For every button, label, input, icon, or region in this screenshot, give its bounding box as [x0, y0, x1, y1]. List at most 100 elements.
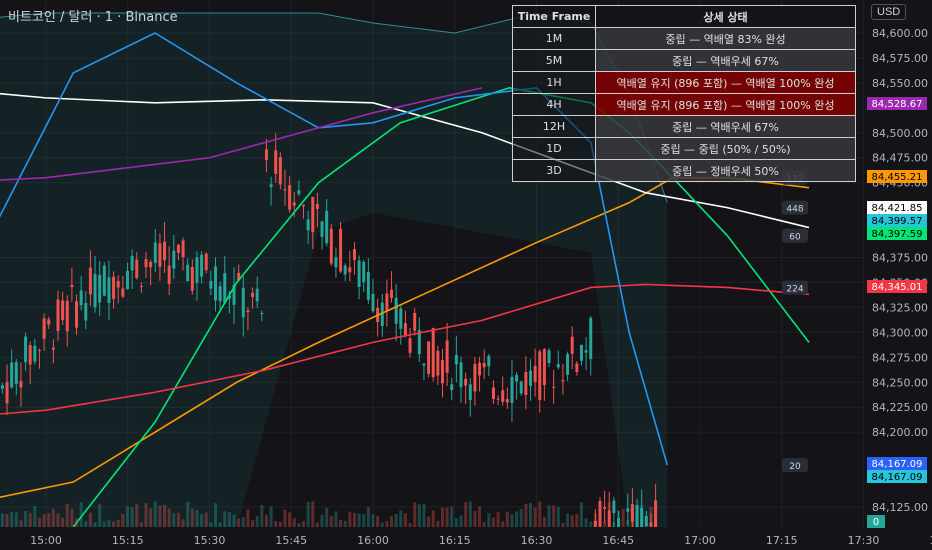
price-label-box [867, 457, 927, 470]
y-tick-label: 84,300.00 [872, 326, 928, 339]
volume-bar [635, 511, 639, 527]
ma-line-448 [0, 92, 810, 229]
candle-body [399, 308, 403, 329]
candle-body [413, 312, 417, 331]
candle-body [505, 399, 509, 403]
candle-body [37, 350, 41, 352]
candle-body [464, 378, 468, 386]
price-label-text: 84,399.57 [872, 216, 923, 227]
candle-body [297, 190, 301, 195]
volume-bar [51, 508, 55, 527]
candle-body [339, 228, 343, 272]
volume-bar [190, 508, 194, 527]
table-row: 1H 역배열 유지 (896 포함) — 역배열 100% 완성 [512, 71, 856, 94]
candle-body [362, 262, 366, 283]
volume-bar [487, 513, 491, 527]
candle-body [325, 210, 329, 244]
volume-bar [181, 519, 185, 527]
candle-body [107, 277, 111, 304]
volume-bar [390, 516, 394, 527]
candle-body [352, 249, 356, 261]
candle-body [5, 382, 9, 404]
volume-bar [468, 501, 472, 527]
candle-body [380, 302, 384, 326]
y-tick-label: 84,275.00 [872, 351, 928, 364]
candle-body [172, 250, 176, 269]
y-tick-label: 84,200.00 [872, 426, 928, 439]
volume-bar [366, 506, 370, 527]
candle-body [144, 259, 148, 268]
x-tick-label: 16:30 [521, 534, 553, 547]
volume-bar [288, 512, 292, 527]
volume-bar [102, 521, 106, 527]
volume-bar [167, 508, 171, 527]
ma-tag-box [782, 228, 808, 243]
volume-bar [84, 521, 88, 527]
candle-body [241, 287, 245, 318]
ma-tag-label: 224 [786, 284, 803, 294]
volume-bar [93, 522, 97, 527]
currency-selector[interactable]: USD [871, 4, 907, 20]
candle-body [19, 381, 23, 388]
candle-body [584, 350, 588, 353]
volume-bar [556, 506, 560, 527]
price-label-box [867, 227, 927, 240]
candle-body [612, 500, 616, 514]
row-timeframe: 12H [512, 115, 596, 138]
volume-bar [440, 507, 444, 527]
candle-body [575, 363, 579, 372]
candle-body [408, 338, 412, 353]
ma-tag-label: 60 [789, 233, 801, 243]
volume-bar [464, 502, 468, 527]
price-label-box [867, 470, 927, 483]
candle-body [10, 362, 14, 388]
volume-bar [149, 508, 153, 527]
volume-bar [413, 502, 417, 527]
price-label-text: 84,421.85 [872, 203, 923, 214]
volume-bar [626, 520, 630, 527]
volume-bar [28, 513, 32, 527]
volume-bar [408, 522, 412, 527]
volume-bar [315, 522, 319, 527]
candle-body [292, 202, 296, 206]
volume-bar [283, 509, 287, 527]
candle-body [533, 365, 537, 383]
band-fill [0, 13, 668, 527]
candle-body [84, 302, 88, 321]
candle-body [515, 374, 519, 382]
volume-bar [158, 505, 162, 527]
volume-bar [617, 510, 621, 527]
candle-body [223, 273, 227, 304]
table-row: 3D 중립 — 정배우세 50% [512, 159, 856, 182]
row-timeframe: 4H [512, 93, 596, 116]
candle-body [403, 323, 407, 336]
price-label-text: 84,455.21 [872, 172, 923, 183]
volume-bar [70, 508, 74, 527]
volume-bar [251, 520, 255, 527]
volume-bar [320, 514, 324, 527]
candle-body [473, 363, 477, 392]
grid [0, 0, 866, 527]
candle-body [552, 386, 556, 388]
status-table-header: Time Frame 상세 상태 [512, 5, 856, 28]
volume-bar [385, 521, 389, 527]
volume-bar [501, 521, 505, 527]
symbol-title[interactable]: 비트코인 / 달러 · 1 · Binance [8, 10, 178, 25]
volume-bar [348, 511, 352, 527]
volume-bar [329, 515, 333, 527]
candle-body [598, 500, 602, 539]
candle-body [315, 204, 319, 209]
candle-body [491, 387, 495, 399]
candle-body [75, 301, 79, 328]
price-label-text: 84,528.67 [872, 99, 923, 110]
volume-bar [570, 515, 574, 527]
x-tick-label: 17:30 [848, 534, 880, 547]
candle-body [65, 300, 69, 332]
volume-bar [269, 506, 273, 527]
volume-bar [473, 510, 477, 527]
candle-body [579, 344, 583, 361]
volume-bar [65, 504, 69, 527]
candle-body [371, 293, 375, 312]
candle-body [478, 362, 482, 376]
